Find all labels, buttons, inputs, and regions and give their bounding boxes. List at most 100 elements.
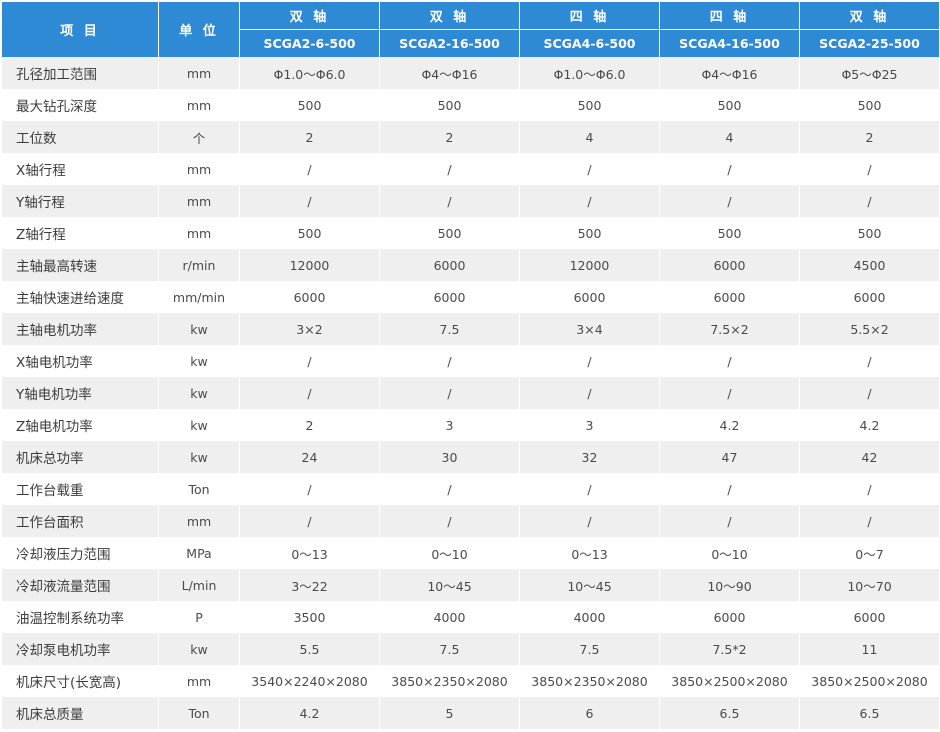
spec-value: 7.5 [379,313,519,345]
table-row: Y轴行程 mm / / / / / [2,185,939,217]
spec-value: / [239,377,379,409]
spec-unit: kw [158,441,239,473]
spec-item-label: 主轴快速进给速度 [2,281,158,313]
spec-value: Φ4～Φ16 [379,57,519,89]
spec-value: Φ5～Φ25 [799,57,939,89]
spec-value: / [379,153,519,185]
spec-unit: L/min [158,569,239,601]
spec-unit: kw [158,409,239,441]
table-row: 工作台面积 mm / / / / / [2,505,939,537]
spec-value: 12000 [239,249,379,281]
table-row: 冷却液压力范围 MPa 0～13 0～10 0～13 0～10 0～7 [2,537,939,569]
spec-value: 4000 [519,601,659,633]
spec-value: / [799,345,939,377]
spec-item-label: X轴电机功率 [2,345,158,377]
spec-unit: kw [158,313,239,345]
spec-value: 10～45 [379,569,519,601]
spec-unit: 个 [158,121,239,153]
spec-value: 6000 [659,281,799,313]
spec-value: 500 [799,89,939,121]
spec-value: 2 [239,409,379,441]
spec-value: 500 [799,217,939,249]
item-column-header: 项 目 [2,2,158,57]
spec-value: 500 [379,217,519,249]
spec-value: 7.5 [379,633,519,665]
table-row: 工位数个 2 2 4 4 2 [2,121,939,153]
spec-item-label: 冷却液压力范围 [2,537,158,569]
spec-item-label: Y轴行程 [2,185,158,217]
spec-unit: mm [158,89,239,121]
spec-value: 4.2 [239,697,379,729]
table-row: 油温控制系统功率 P 3500 4000 4000 6000 6000 [2,601,939,633]
spec-value: 7.5×2 [659,313,799,345]
spec-value: 4000 [379,601,519,633]
spec-value: 4.2 [659,409,799,441]
table-row: Y轴电机功率 kw / / / / / [2,377,939,409]
spec-table-header: 项 目 单 位 双 轴 双 轴 四 轴 四 轴 双 轴 SCGA2-6-500 … [2,2,939,57]
spec-value: 4500 [799,249,939,281]
spec-value: 0～10 [659,537,799,569]
spec-value: 47 [659,441,799,473]
unit-column-header: 单 位 [158,2,239,57]
spec-value: 3850×2350×2080 [379,665,519,697]
spec-value: / [379,185,519,217]
spec-value: / [239,473,379,505]
spec-value: 5.5×2 [799,313,939,345]
spec-unit: kw [158,345,239,377]
spec-value: 6.5 [799,697,939,729]
spec-value: 0～13 [239,537,379,569]
spec-unit: mm [158,185,239,217]
spec-value: 24 [239,441,379,473]
spec-item-label: Z轴行程 [2,217,158,249]
table-row: 机床总功率 kw 24 30 32 47 42 [2,441,939,473]
spec-value: 2 [239,121,379,153]
spec-value: 5.5 [239,633,379,665]
table-row: 主轴电机功率 kw 3×2 7.5 3×4 7.5×2 5.5×2 [2,313,939,345]
model-type-header: 双 轴 [239,2,379,30]
spec-value: / [799,153,939,185]
spec-unit: mm [158,665,239,697]
spec-item-label: 主轴电机功率 [2,313,158,345]
spec-value: 5 [379,697,519,729]
spec-value: 4.2 [799,409,939,441]
model-type-header: 双 轴 [799,2,939,30]
spec-value: / [659,345,799,377]
spec-value: 42 [799,441,939,473]
spec-item-label: 工作台载重 [2,473,158,505]
spec-value: / [799,377,939,409]
table-row: Z轴行程 mm 500 500 500 500 500 [2,217,939,249]
spec-value: 12000 [519,249,659,281]
spec-value: 500 [239,217,379,249]
spec-value: / [379,377,519,409]
spec-unit: P [158,601,239,633]
spec-value: 6.5 [659,697,799,729]
spec-unit: r/min [158,249,239,281]
spec-value: 7.5 [519,633,659,665]
spec-unit: mm/min [158,281,239,313]
table-row: 孔径加工范围 mm Φ1.0～Φ6.0 Φ4～Φ16 Φ1.0～Φ6.0 Φ4～Φ16 Φ5… [2,57,939,89]
spec-value: / [379,473,519,505]
table-row: Z轴电机功率 kw 2 3 3 4.2 4.2 [2,409,939,441]
spec-item-label: 机床尺寸(长宽高) [2,665,158,697]
spec-value: / [519,505,659,537]
spec-value: 3×4 [519,313,659,345]
spec-value: / [799,473,939,505]
spec-value: 0～7 [799,537,939,569]
spec-value: 3～22 [239,569,379,601]
spec-item-label: 主轴最高转速 [2,249,158,281]
spec-unit: mm [158,57,239,89]
spec-item-label: 冷却泵电机功率 [2,633,158,665]
model-name-header: SCGA4-6-500 [519,30,659,57]
table-row: 冷却液流量范围 L/min 3～22 10～45 10～45 10～90 10～70 [2,569,939,601]
spec-value: 6000 [379,281,519,313]
spec-value: 11 [799,633,939,665]
spec-value: 10～45 [519,569,659,601]
spec-value: 3 [519,409,659,441]
spec-value: 2 [799,121,939,153]
spec-value: Φ1.0～Φ6.0 [519,57,659,89]
spec-value: 30 [379,441,519,473]
spec-table-body: 孔径加工范围 mm Φ1.0～Φ6.0 Φ4～Φ16 Φ1.0～Φ6.0 Φ4～Φ16 Φ5… [2,57,939,729]
spec-value: 3×2 [239,313,379,345]
table-row: 机床尺寸(长宽高) mm 3540×2240×2080 3850×2350×2080 3… [2,665,939,697]
spec-value: 7.5*2 [659,633,799,665]
